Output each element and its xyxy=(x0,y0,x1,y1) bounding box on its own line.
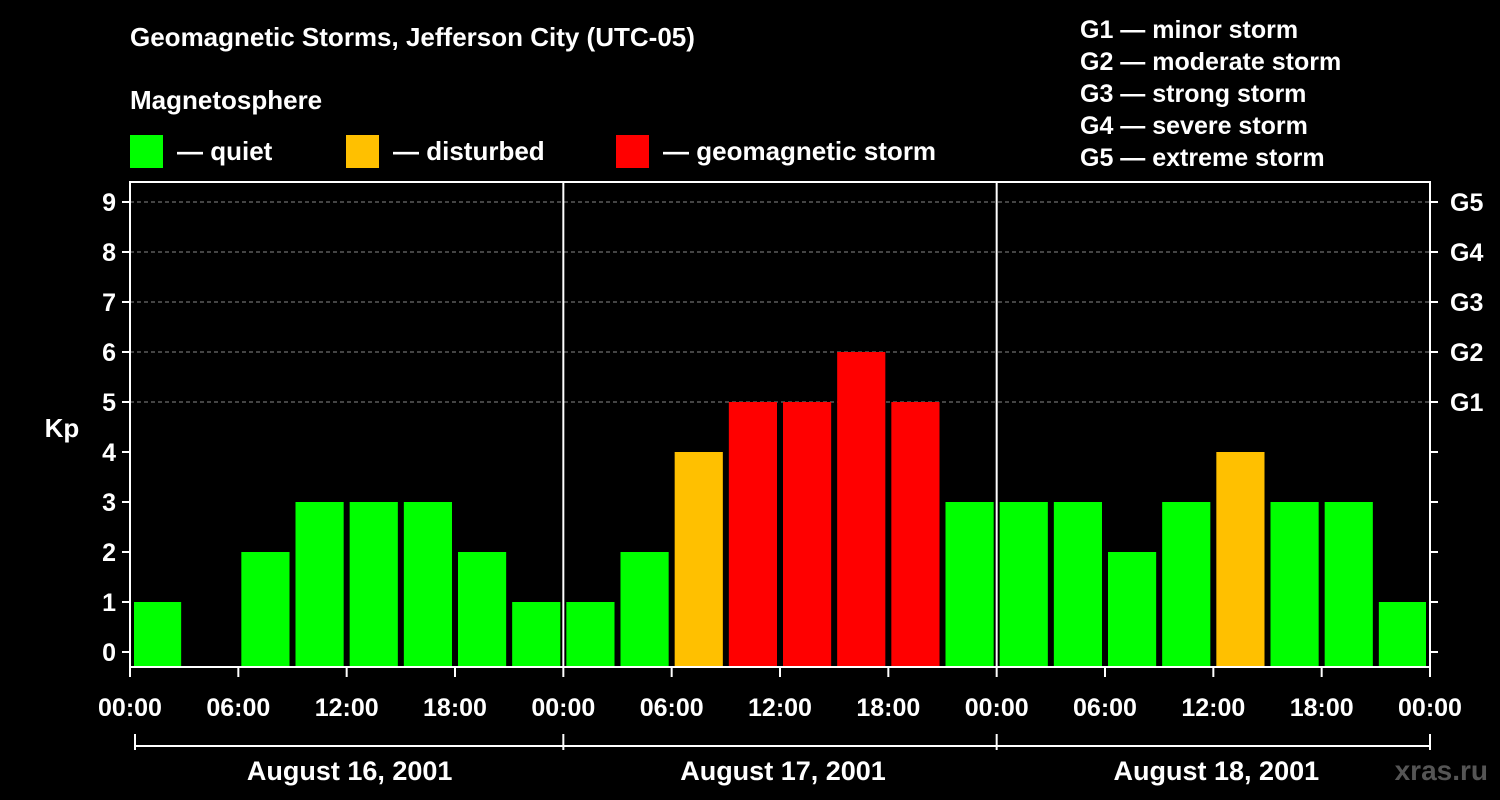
storm-scale-g5: G5 — extreme storm xyxy=(1080,144,1325,172)
xtick-label-0: 00:00 xyxy=(98,694,162,722)
ytick-label-2: 2 xyxy=(102,539,116,567)
bar-10 xyxy=(674,452,723,667)
bar-7 xyxy=(512,602,561,667)
bar-22 xyxy=(1324,502,1373,667)
day-label-1: August 17, 2001 xyxy=(680,756,886,786)
ytick-label-3: 3 xyxy=(102,489,116,517)
legend-label-quiet: — quiet xyxy=(177,135,273,166)
bar-8 xyxy=(566,602,615,667)
xtick-label-3: 18:00 xyxy=(423,694,487,722)
right-tick-label-g4: G4 xyxy=(1450,239,1483,267)
right-tick-label-g1: G1 xyxy=(1450,389,1483,417)
bar-17 xyxy=(1053,502,1102,667)
xtick-label-6: 12:00 xyxy=(748,694,812,722)
bar-5 xyxy=(403,502,452,667)
bar-21 xyxy=(1270,502,1319,667)
storm-scale-g2: G2 — moderate storm xyxy=(1080,48,1342,76)
legend-item-disturbed: — disturbed xyxy=(346,134,545,168)
bar-23 xyxy=(1378,602,1426,667)
chart-subtitle: Magnetosphere xyxy=(130,85,323,115)
bar-12 xyxy=(783,402,832,667)
bar-0 xyxy=(134,602,182,667)
day-label-2: August 18, 2001 xyxy=(1114,756,1320,786)
xtick-label-7: 18:00 xyxy=(856,694,920,722)
xtick-label-9: 06:00 xyxy=(1073,694,1137,722)
bar-16 xyxy=(999,502,1048,667)
ytick-label-5: 5 xyxy=(102,389,116,417)
bar-15 xyxy=(945,502,994,667)
xtick-label-11: 18:00 xyxy=(1290,694,1354,722)
bar-19 xyxy=(1162,502,1211,667)
bar-3 xyxy=(295,502,344,667)
ytick-label-7: 7 xyxy=(102,289,116,317)
storm-scale-g1: G1 — minor storm xyxy=(1080,16,1299,44)
bar-2 xyxy=(241,552,290,667)
xtick-label-1: 06:00 xyxy=(206,694,270,722)
ytick-label-9: 9 xyxy=(102,189,116,217)
right-tick-label-g5: G5 xyxy=(1450,189,1483,217)
watermark: xras.ru xyxy=(1394,755,1488,786)
bar-9 xyxy=(620,552,669,667)
bar-11 xyxy=(728,402,777,667)
y-axis-label: Kp xyxy=(45,413,80,443)
legend-swatch-disturbed xyxy=(346,134,379,168)
legend-swatch-quiet xyxy=(130,134,163,168)
bar-14 xyxy=(891,402,940,667)
ytick-label-6: 6 xyxy=(102,339,116,367)
right-tick-label-g3: G3 xyxy=(1450,289,1483,317)
bar-20 xyxy=(1216,452,1265,667)
ytick-label-4: 4 xyxy=(102,439,116,467)
xtick-label-8: 00:00 xyxy=(965,694,1029,722)
ytick-label-0: 0 xyxy=(102,639,116,667)
xtick-label-5: 06:00 xyxy=(640,694,704,722)
legend-label-storm: — geomagnetic storm xyxy=(663,135,937,166)
storm-scale-g3: G3 — strong storm xyxy=(1080,80,1307,108)
storm-scale-legend: G1 — minor storm G2 — moderate storm G3 … xyxy=(1080,14,1341,174)
bar-4 xyxy=(349,502,398,667)
bar-13 xyxy=(837,352,886,667)
right-tick-label-g2: G2 xyxy=(1450,339,1483,367)
legend-swatch-storm xyxy=(616,134,649,168)
xtick-label-2: 12:00 xyxy=(315,694,379,722)
day-label-0: August 16, 2001 xyxy=(247,756,453,786)
legend-label-disturbed: — disturbed xyxy=(393,135,545,166)
xtick-label-12: 00:00 xyxy=(1398,694,1462,722)
xtick-label-10: 12:00 xyxy=(1181,694,1245,722)
chart-title: Geomagnetic Storms, Jefferson City (UTC-… xyxy=(130,22,695,52)
ytick-label-1: 1 xyxy=(102,589,116,617)
storm-scale-g4: G4 — severe storm xyxy=(1080,112,1308,140)
bar-18 xyxy=(1108,552,1157,667)
legend-item-quiet: — quiet xyxy=(130,134,272,168)
xtick-label-4: 00:00 xyxy=(531,694,595,722)
ytick-label-8: 8 xyxy=(102,239,116,267)
bar-6 xyxy=(458,552,507,667)
legend-item-storm: — geomagnetic storm xyxy=(616,134,936,168)
